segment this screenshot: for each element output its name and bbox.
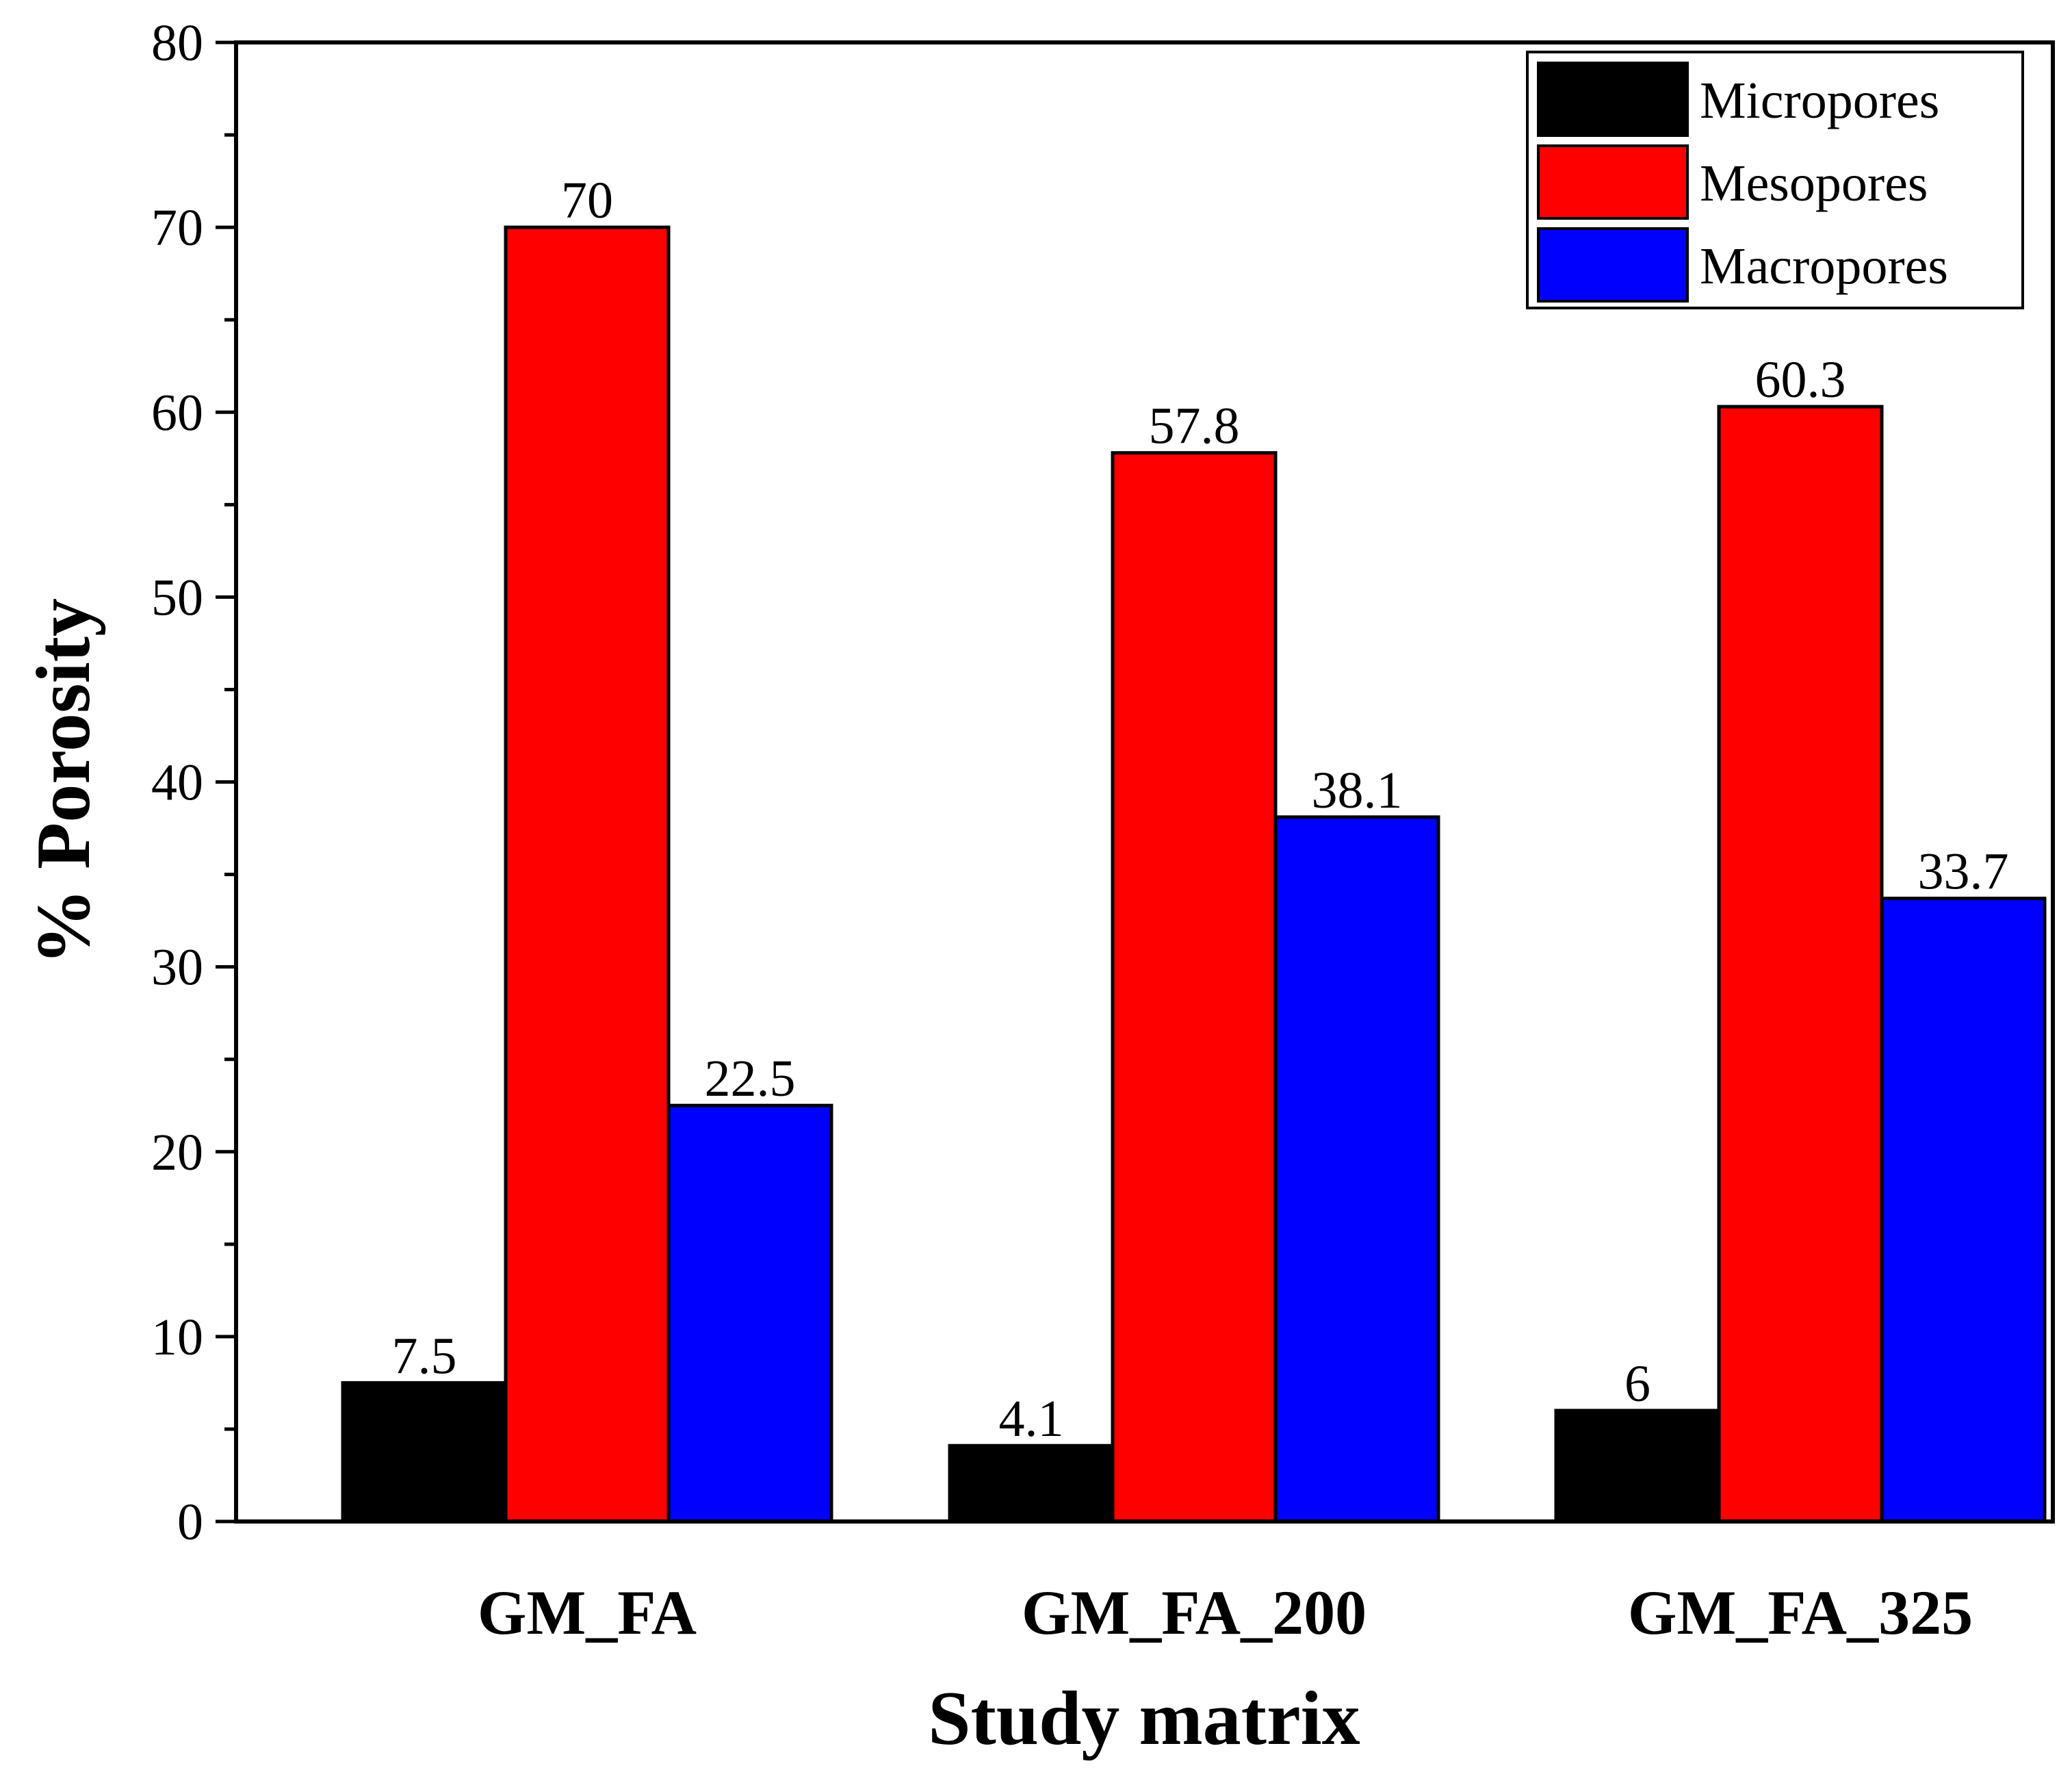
bar-micropores-gm-fa-325 — [1554, 1409, 1721, 1524]
legend-swatch-mesopores — [1537, 144, 1689, 220]
y-tick-label: 80 — [151, 14, 203, 72]
bar-value-label: 22.5 — [705, 1050, 796, 1107]
y-tick-label: 30 — [151, 939, 203, 997]
legend-label-macropores: Macropores — [1700, 237, 1948, 295]
bar-value-label: 57.8 — [1149, 398, 1240, 455]
y-tick-label: 0 — [177, 1493, 203, 1551]
bar-mesopores-gm-fa-325 — [1717, 405, 1884, 1524]
x-axis-title: Study matrix — [928, 1676, 1360, 1761]
legend-label-mesopores: Mesopores — [1700, 155, 1928, 212]
bar-value-label: 4.1 — [999, 1390, 1064, 1448]
bar-value-label: 38.1 — [1312, 762, 1403, 819]
bar-micropores-gm-fa-200 — [948, 1443, 1115, 1524]
bar-value-label: 7.5 — [392, 1327, 457, 1385]
bar-micropores-gm-fa — [341, 1381, 508, 1524]
bar-macropores-gm-fa — [666, 1103, 833, 1524]
bar-value-label: 70 — [561, 172, 613, 229]
bar-mesopores-gm-fa-200 — [1111, 451, 1278, 1524]
bars — [341, 225, 2047, 1524]
x-category-label: GM_FA_200 — [1022, 1578, 1367, 1647]
bar-mesopores-gm-fa — [504, 225, 671, 1524]
y-tick-label: 60 — [151, 384, 203, 441]
plot-frame — [234, 40, 2055, 1524]
y-tick-label: 20 — [151, 1124, 203, 1181]
y-tick-label: 50 — [151, 569, 203, 626]
bar-macropores-gm-fa-325 — [1880, 897, 2047, 1524]
bar-value-label: 33.7 — [1918, 843, 2009, 901]
legend-swatch-macropores — [1537, 227, 1689, 303]
y-axis-title: % Porosity — [21, 598, 106, 965]
data-labels: 7.5 70 22.5 4.1 57.8 38.1 6 60.3 33.7 — [392, 172, 2009, 1448]
bar-value-label: 60.3 — [1755, 351, 1846, 409]
x-axis-category-labels: GM_FA GM_FA_200 GM_FA_325 — [478, 1578, 1973, 1647]
x-category-label: GM_FA_325 — [1628, 1578, 1973, 1647]
legend-label-micropores: Micropores — [1700, 72, 1939, 129]
bar-value-label: 6 — [1624, 1355, 1650, 1413]
x-category-label: GM_FA — [478, 1578, 697, 1647]
y-tick-label: 10 — [151, 1309, 203, 1366]
y-tick-label: 70 — [151, 199, 203, 257]
y-tick-label: 40 — [151, 754, 203, 812]
bar-macropores-gm-fa-200 — [1273, 815, 1440, 1524]
legend: Micropores Mesopores Macropores — [1526, 51, 2024, 309]
legend-swatch-micropores — [1537, 62, 1689, 137]
